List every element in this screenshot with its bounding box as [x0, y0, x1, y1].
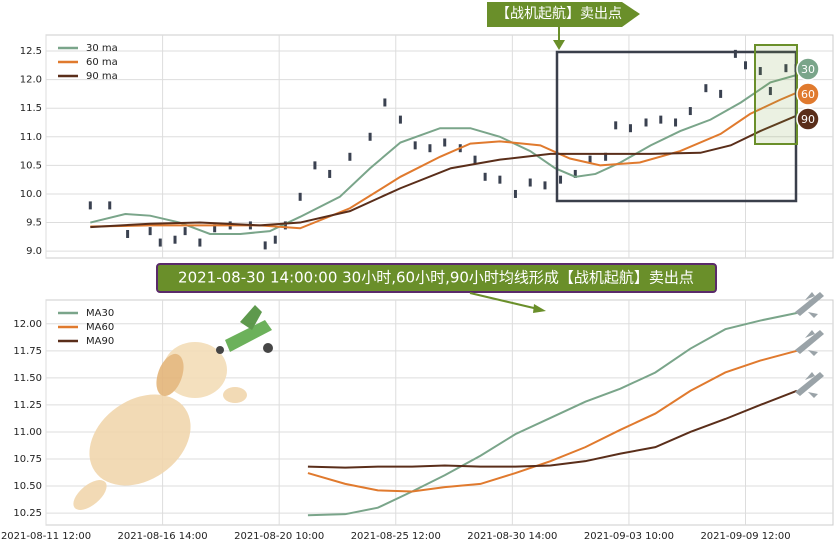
- price-candle: [88, 201, 92, 210]
- price-candle: [126, 229, 130, 238]
- x-tick-label: 2021-08-16 14:00: [118, 531, 208, 542]
- price-candle: [273, 235, 277, 244]
- annotation-arrow-head: [533, 304, 546, 313]
- price-candle: [528, 178, 532, 187]
- y-tick-label: 10.75: [13, 454, 42, 465]
- price-candle: [348, 152, 352, 161]
- price-candle: [733, 49, 737, 58]
- end-badge: [796, 107, 820, 131]
- legend-label: MA90: [86, 336, 114, 347]
- y-tick-label: 11.0: [20, 132, 42, 143]
- legend-label: 30 ma: [86, 43, 118, 54]
- y-tick-label: 11.25: [13, 400, 42, 411]
- end-badge: [796, 82, 820, 106]
- banner-pointer-head: [553, 40, 565, 50]
- plane-icons: [795, 292, 824, 398]
- price-candle: [198, 238, 202, 247]
- price-candle: [328, 169, 332, 178]
- price-candle: [688, 107, 692, 116]
- annotation-box: [156, 263, 717, 293]
- price-candle: [513, 189, 517, 198]
- legend-label: 90 ma: [86, 71, 118, 82]
- price-candle: [573, 169, 577, 178]
- legend-label: MA30: [86, 308, 114, 319]
- price-candle: [719, 89, 723, 98]
- price-candle: [173, 235, 177, 244]
- y-tick-label: 11.00: [13, 427, 42, 438]
- price-candle: [263, 241, 267, 250]
- price-candle: [604, 152, 608, 161]
- ma-line: [307, 312, 798, 517]
- signal-box: [754, 44, 798, 145]
- x-tick-label: 2021-08-11 12:00: [1, 531, 91, 542]
- price-candle: [383, 98, 387, 107]
- y-tick-label: 9.5: [26, 218, 42, 229]
- annotation-arrow: [469, 292, 539, 310]
- legend-label: 60 ma: [86, 57, 118, 68]
- price-candle: [768, 87, 772, 96]
- price-candle: [628, 124, 632, 133]
- banner-arrow: [487, 2, 640, 27]
- price-candle: [483, 172, 487, 181]
- y-tick-label: 10.5: [20, 160, 42, 171]
- price-candle: [614, 121, 618, 130]
- end-label: 60: [801, 88, 815, 101]
- price-candle: [674, 118, 678, 127]
- price-candle: [298, 192, 302, 201]
- legend-label: MA60: [86, 322, 114, 333]
- price-candle: [543, 181, 547, 190]
- price-candle: [443, 138, 447, 147]
- x-tick-label: 2021-09-03 10:00: [584, 531, 674, 542]
- price-candle: [498, 175, 502, 184]
- end-label: 30: [801, 63, 815, 76]
- price-candle: [158, 238, 162, 247]
- price-candle: [283, 221, 287, 230]
- price-candle: [659, 115, 663, 124]
- price-candle: [704, 84, 708, 93]
- y-tick-label: 12.5: [20, 46, 42, 57]
- y-tick-label: 12.00: [13, 319, 42, 330]
- annotation-text: 2021-08-30 14:00:00 30小时,60小时,90小时均线形成【战…: [178, 269, 694, 287]
- ma-line: [307, 349, 798, 493]
- x-tick-label: 2021-08-20 10:00: [234, 531, 324, 542]
- end-badge: [796, 57, 820, 81]
- price-candle: [183, 227, 187, 236]
- price-candle: [559, 175, 563, 184]
- dog-illustration: [73, 305, 273, 510]
- price-candle: [428, 144, 432, 153]
- end-label: 90: [801, 113, 815, 126]
- price-candle: [313, 161, 317, 170]
- price-candle: [473, 155, 477, 164]
- price-candle: [148, 227, 152, 236]
- price-candle: [213, 224, 217, 233]
- y-tick-label: 9.0: [26, 246, 42, 257]
- plot-area-top: [45, 34, 834, 259]
- price-candle: [758, 67, 762, 76]
- y-tick-label: 10.25: [13, 508, 42, 519]
- banner-text: 【战机起航】卖出点: [496, 6, 622, 22]
- y-tick-label: 10.50: [13, 481, 42, 492]
- ma-line: [90, 112, 802, 229]
- y-tick-label: 12.0: [20, 75, 42, 86]
- y-tick-label: 11.5: [20, 103, 42, 114]
- price-candle: [588, 155, 592, 164]
- y-tick-label: 11.50: [13, 373, 42, 384]
- price-candle: [108, 201, 112, 210]
- price-candle: [744, 61, 748, 70]
- price-candle: [398, 115, 402, 124]
- price-candle: [644, 118, 648, 127]
- price-candle: [784, 64, 788, 73]
- y-tick-label: 11.75: [13, 346, 42, 357]
- price-candle: [413, 141, 417, 150]
- ma-line: [307, 389, 798, 469]
- y-tick-label: 10.0: [20, 189, 42, 200]
- price-candle: [368, 132, 372, 141]
- x-tick-label: 2021-09-09 12:00: [700, 531, 790, 542]
- ma-line: [90, 72, 801, 235]
- x-tick-label: 2021-08-30 14:00: [467, 531, 557, 542]
- x-tick-label: 2021-08-25 12:00: [351, 531, 441, 542]
